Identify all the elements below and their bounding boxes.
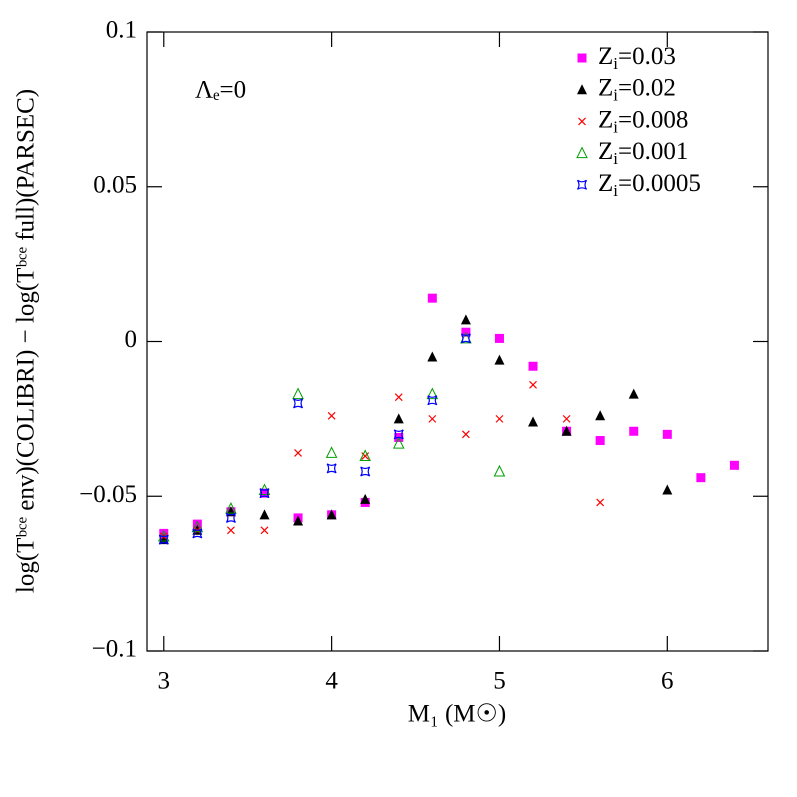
legend-label-part: =0.0005	[618, 170, 701, 197]
marker	[225, 512, 236, 523]
legend-label: Zi=0.008	[598, 106, 688, 136]
x-tick-label: 5	[493, 668, 506, 695]
marker	[529, 380, 537, 389]
legend-label: Zi=0.001	[598, 138, 688, 168]
legend-marker	[576, 146, 588, 159]
marker	[562, 414, 571, 423]
legend-label-part: =0.02	[618, 74, 676, 101]
legend-marker	[578, 117, 586, 126]
marker	[426, 387, 439, 400]
marker	[494, 354, 505, 365]
legend-label-part: Z	[598, 170, 613, 197]
legend-label-part: i	[613, 54, 618, 73]
marker	[394, 393, 403, 402]
marker	[158, 534, 169, 545]
legend-label-part: Z	[598, 43, 613, 70]
marker	[259, 488, 270, 499]
y-tick-label: −0.05	[79, 481, 137, 508]
marker	[461, 430, 470, 439]
marker	[528, 361, 538, 371]
marker	[225, 506, 236, 517]
marker	[361, 452, 370, 460]
legend-label-part: Z	[598, 106, 613, 133]
y-tick-label: 0	[125, 326, 138, 353]
legend-label-part: Z	[598, 74, 613, 101]
marker	[696, 473, 706, 483]
marker	[225, 502, 237, 514]
marker	[226, 526, 235, 535]
legend-label-part: =0.03	[618, 43, 676, 70]
marker	[359, 449, 371, 462]
legend-label-part: Z	[598, 138, 613, 165]
marker	[629, 426, 639, 436]
marker	[360, 493, 371, 504]
marker	[427, 395, 438, 406]
marker	[596, 498, 605, 507]
marker	[495, 414, 504, 423]
marker	[392, 437, 405, 449]
marker	[561, 425, 572, 436]
x-tick-label: 3	[158, 668, 171, 695]
legend-label-part: i	[613, 117, 618, 136]
legend-label-part: i	[613, 149, 618, 168]
y-tick-label: 0.05	[93, 171, 137, 198]
marker	[259, 488, 269, 498]
legend-label-part: =0.001	[618, 138, 688, 165]
x-axis-label: M₁ (M☉)	[408, 701, 507, 728]
marker	[493, 464, 506, 477]
marker	[628, 388, 639, 399]
marker	[292, 387, 304, 400]
marker	[326, 509, 337, 520]
marker	[595, 410, 606, 421]
marker	[159, 528, 169, 538]
marker	[259, 509, 270, 520]
marker	[260, 526, 269, 535]
legend-label-part: i	[613, 86, 618, 105]
marker	[326, 463, 337, 474]
marker	[327, 411, 336, 420]
marker	[192, 528, 203, 539]
marker	[460, 314, 471, 325]
marker	[494, 333, 504, 343]
x-tick-label: 6	[661, 668, 674, 695]
marker	[662, 429, 672, 439]
y-tick-label: −0.1	[92, 636, 137, 663]
marker	[360, 466, 371, 477]
marker	[192, 519, 202, 529]
legend-label: Zi=0.02	[598, 74, 676, 104]
marker	[294, 448, 302, 457]
y-tick-label: 0.1	[106, 17, 137, 44]
marker	[595, 436, 605, 446]
marker	[293, 398, 304, 409]
marker	[393, 429, 404, 440]
legend-marker	[577, 53, 587, 63]
marker	[662, 484, 673, 495]
marker	[293, 515, 304, 526]
legend-label: Zi=0.03	[598, 43, 676, 73]
annotation: Λₑ=0	[195, 77, 246, 104]
marker	[427, 351, 438, 362]
marker	[158, 534, 169, 545]
marker	[325, 446, 338, 458]
legend-marker	[577, 84, 587, 95]
legend-label-part: =0.008	[618, 106, 688, 133]
legend-marker	[576, 179, 588, 190]
marker	[393, 413, 404, 424]
marker	[729, 460, 739, 470]
marker	[427, 293, 437, 303]
marker	[460, 333, 471, 344]
marker	[191, 520, 204, 533]
x-tick-label: 4	[325, 668, 338, 695]
legend-label-part: i	[613, 181, 618, 200]
legend-label: Zi=0.0005	[598, 170, 701, 200]
marker	[528, 416, 539, 427]
marker	[428, 414, 437, 423]
y-axis-label: log(Tᵇᶜᵉ env)(COLIBRI) − log(Tᵇᶜᵉ full)(…	[13, 89, 40, 593]
